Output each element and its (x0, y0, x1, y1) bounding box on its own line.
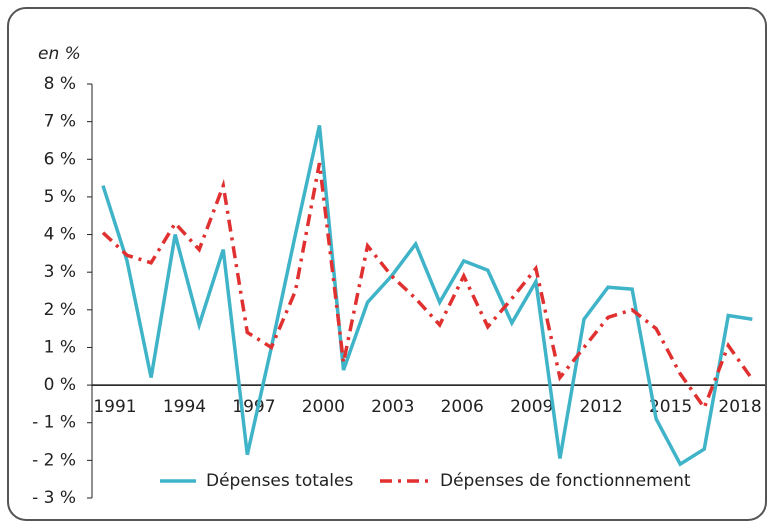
x-tick-label: 2003 (371, 397, 414, 417)
y-tick-label: 8 % (44, 74, 76, 94)
x-tick-label: 2012 (580, 397, 623, 417)
x-tick-label: 2015 (649, 397, 692, 417)
x-tick-label: 2009 (510, 397, 553, 417)
x-tick-label: 2006 (441, 397, 484, 417)
x-tick-label: 1994 (163, 397, 206, 417)
y-tick-label: 4 % (44, 225, 76, 245)
frame (7, 7, 767, 521)
x-tick-label: 1991 (93, 397, 136, 417)
y-tick-label: 0 % (44, 375, 76, 395)
y-tick-label: 5 % (44, 187, 76, 207)
y-tick-label: 6 % (44, 149, 76, 169)
y-tick-label: 7 % (44, 112, 76, 132)
y-tick-label: - 3 % (32, 488, 76, 508)
y-tick-label: 2 % (44, 300, 76, 320)
x-tick-label: 2000 (302, 397, 345, 417)
x-tick-label: 1997 (232, 397, 275, 417)
y-tick-label: - 2 % (32, 450, 76, 470)
series-line (101, 125, 753, 467)
y-tick-label: 3 % (44, 262, 76, 282)
y-tick-label: - 1 % (32, 413, 76, 433)
y-axis-label: en % (38, 44, 81, 64)
legend-label: Dépenses de fonctionnement (440, 471, 691, 491)
legend-label: Dépenses totales (206, 471, 353, 491)
y-tick-label: 1 % (44, 337, 76, 357)
x-tick-label: 2018 (718, 397, 761, 417)
